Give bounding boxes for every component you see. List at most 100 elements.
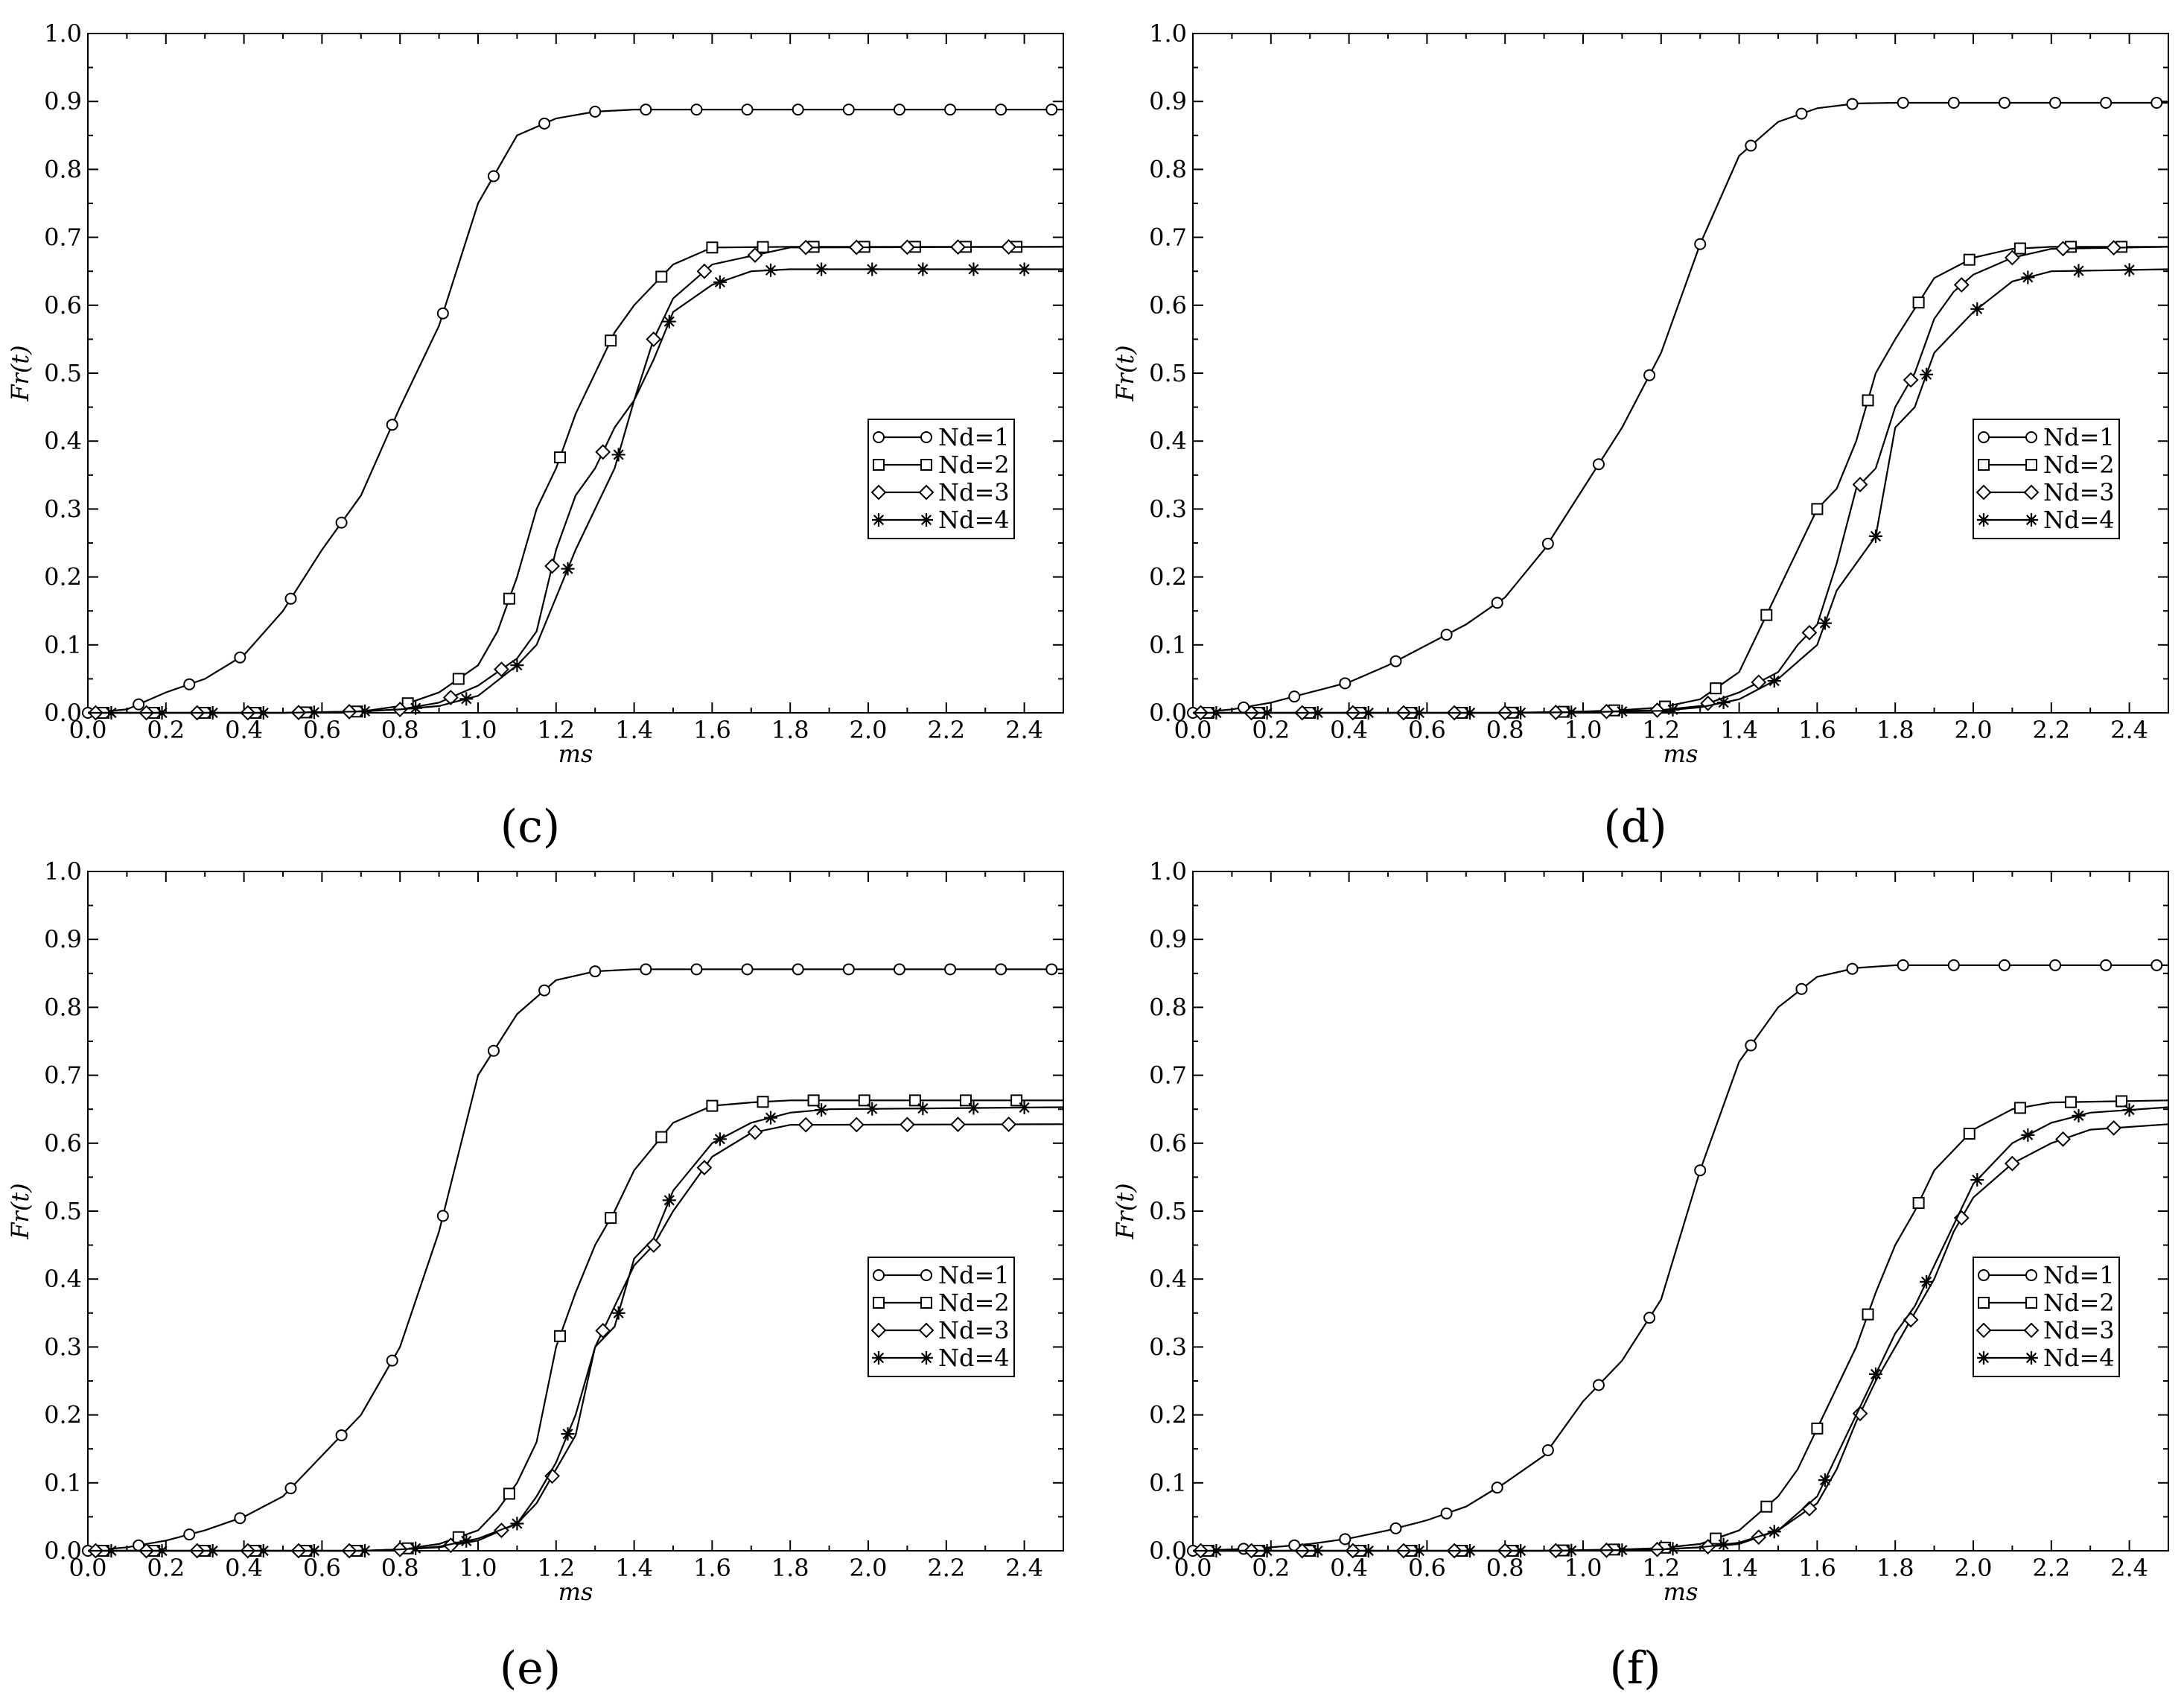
data-point-marker: [1339, 677, 1352, 690]
data-point-marker: [452, 673, 465, 685]
x-tick-label: 0.0: [1174, 716, 1212, 744]
data-point-marker: [1710, 682, 1722, 695]
data-point-marker: [284, 1482, 297, 1495]
legend: Nd=1Nd=2Nd=3Nd=4: [1973, 1257, 2120, 1377]
legend-box: [867, 419, 1015, 539]
y-tick-label: 1.0: [1149, 857, 1187, 886]
data-point-marker: [510, 658, 524, 673]
data-point-marker: [1615, 1543, 1629, 1557]
y-tick-label: 0.0: [44, 1537, 82, 1565]
chart-panel-1: 0.0 0.2 0.4 0.6 0.8 1.0 1.2 1.4 1.6 1.8 2.0 2.2 2.4 0…: [1111, 19, 2169, 853]
data-point-marker: [662, 314, 676, 328]
data-point-marker: [893, 104, 905, 116]
data-point-marker: [696, 1160, 713, 1176]
legend-marker: [918, 484, 935, 501]
data-point-marker: [1001, 239, 1017, 255]
data-point-marker: [2065, 1096, 2077, 1108]
data-point-marker: [2100, 959, 2113, 971]
data-point-marker: [1209, 1544, 1223, 1557]
legend-marker: [873, 431, 885, 443]
series-Nd=4: [1193, 263, 2169, 720]
data-point-marker: [1745, 1039, 1757, 1052]
data-point-marker: [640, 104, 652, 116]
data-point-marker: [2013, 1102, 2026, 1114]
y-axis-label: Fr(t): [6, 1183, 34, 1239]
data-point-marker: [605, 1212, 617, 1225]
data-point-marker: [1710, 1532, 1722, 1545]
legend-entry: Nd=1: [873, 423, 1010, 451]
x-axis-label: ms: [1664, 1578, 1699, 1606]
x-tick-label: 0.0: [69, 716, 107, 744]
data-point-marker: [1745, 139, 1757, 152]
legend-marker: [920, 1297, 932, 1309]
data-point-marker: [1998, 959, 2011, 971]
series-Nd=1: [82, 963, 1063, 1557]
data-point-marker: [554, 1330, 567, 1342]
legend-entry: Nd=4: [1977, 1344, 2115, 1372]
y-tick-label: 0.5: [1149, 1197, 1187, 1225]
data-point-marker: [1903, 1312, 1919, 1328]
legend-label: Nd=1: [2043, 423, 2115, 451]
data-point-marker: [1463, 706, 1477, 720]
x-tick-label: 0.0: [1174, 1554, 1212, 1582]
legend-entry: Nd=3: [870, 1316, 1010, 1344]
data-point-marker: [1767, 1525, 1781, 1539]
data-point-marker: [757, 241, 769, 253]
legend: Nd=1Nd=2Nd=3Nd=4: [867, 1257, 1015, 1377]
series-Nd=3: [88, 239, 1064, 721]
data-point-marker: [1920, 1274, 1934, 1289]
data-point-marker: [2122, 263, 2136, 277]
data-point-marker: [2100, 97, 2113, 109]
data-point-marker: [967, 262, 981, 276]
data-point-marker: [1260, 706, 1274, 720]
data-point-marker: [589, 105, 602, 118]
data-point-marker: [1592, 1379, 1605, 1391]
data-point-marker: [611, 1306, 625, 1320]
data-point-marker: [206, 706, 220, 720]
data-point-marker: [1846, 98, 1859, 110]
data-point-marker: [1592, 458, 1605, 471]
data-point-marker: [1001, 1117, 1017, 1132]
y-tick-label: 0.2: [44, 563, 82, 591]
x-tick-label: 0.0: [69, 1554, 107, 1582]
data-point-marker: [256, 706, 270, 720]
data-point-marker: [1897, 97, 1909, 109]
y-tick-label: 0.0: [1149, 1537, 1187, 1565]
legend-marker: [1976, 1322, 1992, 1338]
plot-frame: [87, 33, 1064, 714]
data-point-marker: [1716, 696, 1731, 710]
x-tick-label: 1.0: [459, 1554, 497, 1582]
data-point-marker: [1811, 1422, 1824, 1435]
data-point-marker: [1963, 1128, 1976, 1140]
x-tick-label: 1.6: [693, 1554, 731, 1582]
y-axis-label: Fr(t): [1111, 345, 1139, 401]
data-point-marker: [1920, 367, 1934, 381]
data-point-marker: [589, 965, 602, 978]
legend-marker: [1977, 513, 1990, 527]
x-tick-label: 0.4: [225, 1554, 263, 1582]
data-point-marker: [1564, 705, 1579, 720]
data-point-marker: [1953, 277, 1970, 293]
legend-entry: Nd=4: [1977, 506, 2115, 534]
data-point-marker: [436, 1210, 449, 1222]
y-tick-label: 0.1: [1149, 631, 1187, 659]
data-point-marker: [554, 451, 567, 464]
y-tick-label: 0.6: [1149, 291, 1187, 320]
data-point-marker: [899, 1117, 915, 1133]
data-point-marker: [1963, 253, 1976, 266]
data-point-marker: [494, 661, 509, 678]
data-point-marker: [561, 1427, 575, 1441]
x-tick-label: 1.4: [615, 716, 653, 744]
x-tick-label: 0.4: [1330, 716, 1368, 744]
data-point-marker: [640, 963, 652, 976]
data-point-marker: [2055, 241, 2071, 257]
data-point-marker: [807, 1094, 820, 1107]
data-point-marker: [1361, 1544, 1375, 1557]
data-point-marker: [713, 275, 727, 289]
data-point-marker: [741, 104, 754, 116]
data-point-marker: [1767, 674, 1781, 688]
legend-label: Nd=2: [938, 1289, 1010, 1317]
y-tick-label: 0.9: [44, 925, 82, 953]
data-point-marker: [2150, 959, 2163, 971]
data-point-marker: [1389, 1522, 1402, 1534]
